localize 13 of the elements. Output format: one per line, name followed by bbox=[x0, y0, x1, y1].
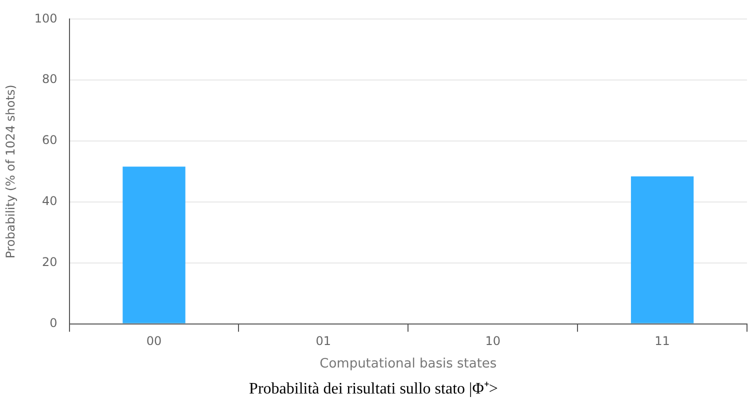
x-tick-label: 10 bbox=[485, 334, 501, 348]
y-tick-label: 20 bbox=[42, 255, 58, 270]
y-tick-label: 60 bbox=[42, 133, 58, 148]
y-tick-label: 40 bbox=[42, 194, 58, 208]
x-axis-title: Computational basis states bbox=[320, 356, 497, 372]
x-tick-label: 01 bbox=[316, 334, 332, 348]
x-tick-label: 11 bbox=[654, 334, 670, 348]
text: Probabilità dei risultati sullo stato |Φ⁺> bbox=[249, 380, 498, 398]
y-tick-label: 0 bbox=[50, 316, 58, 330]
y-axis-title: Probability (% of 1024 shots) bbox=[3, 84, 18, 258]
x-tick-label: 00 bbox=[146, 334, 162, 348]
y-tick-label: 80 bbox=[42, 72, 58, 86]
y-tick-label: 100 bbox=[34, 11, 58, 26]
